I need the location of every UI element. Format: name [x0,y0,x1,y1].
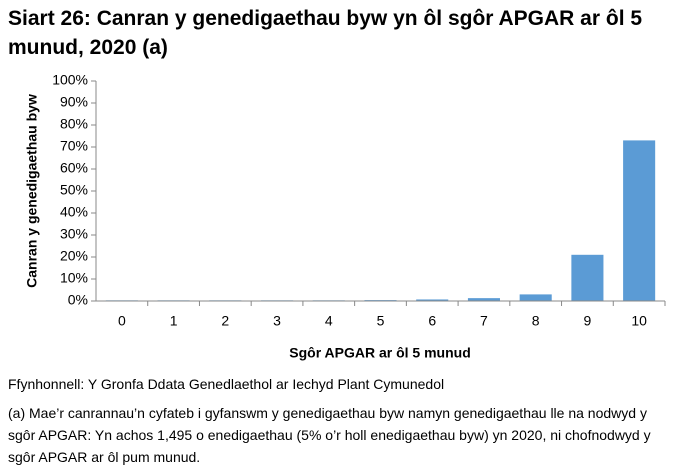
y-tick-label: 80% [60,116,88,132]
chart-title: Siart 26: Canran y genedigaethau byw yn … [8,7,643,59]
note: (a) Mae’r canrannau’n cyfateb i gyfanswm… [8,405,651,465]
bar [623,140,656,301]
source: Ffynhonnell: Y Gronfa Ddata Genedlaethol… [8,376,445,392]
bar [467,298,500,301]
y-tick-label: 70% [60,138,88,154]
x-tick-label: 10 [631,313,647,329]
bar [571,254,604,301]
x-tick-label: 6 [428,313,436,329]
x-tick-label: 4 [325,313,333,329]
y-tick-label: 60% [60,160,88,176]
y-axis-label: Canran y genedigaethau byw [24,94,40,288]
y-tick-label: 10% [60,270,88,286]
x-tick-label: 8 [532,313,540,329]
y-tick-label: 20% [60,248,88,264]
y-tick-label: 90% [60,94,88,110]
x-tick-label: 2 [221,313,229,329]
x-tick-label: 5 [377,313,385,329]
bar [416,299,449,301]
x-axis-label: Sgôr APGAR ar ôl 5 munud [289,345,471,361]
y-tick-label: 40% [60,204,88,220]
x-tick-label: 1 [170,313,178,329]
y-tick-label: 50% [60,182,88,198]
y-tick-label: 0% [68,292,88,308]
x-tick-label: 0 [118,313,126,329]
x-tick-label: 7 [480,313,488,329]
y-tick-label: 100% [52,72,88,88]
y-tick-label: 30% [60,226,88,242]
x-tick-label: 3 [273,313,281,329]
bar [519,294,552,301]
x-tick-label: 9 [584,313,592,329]
